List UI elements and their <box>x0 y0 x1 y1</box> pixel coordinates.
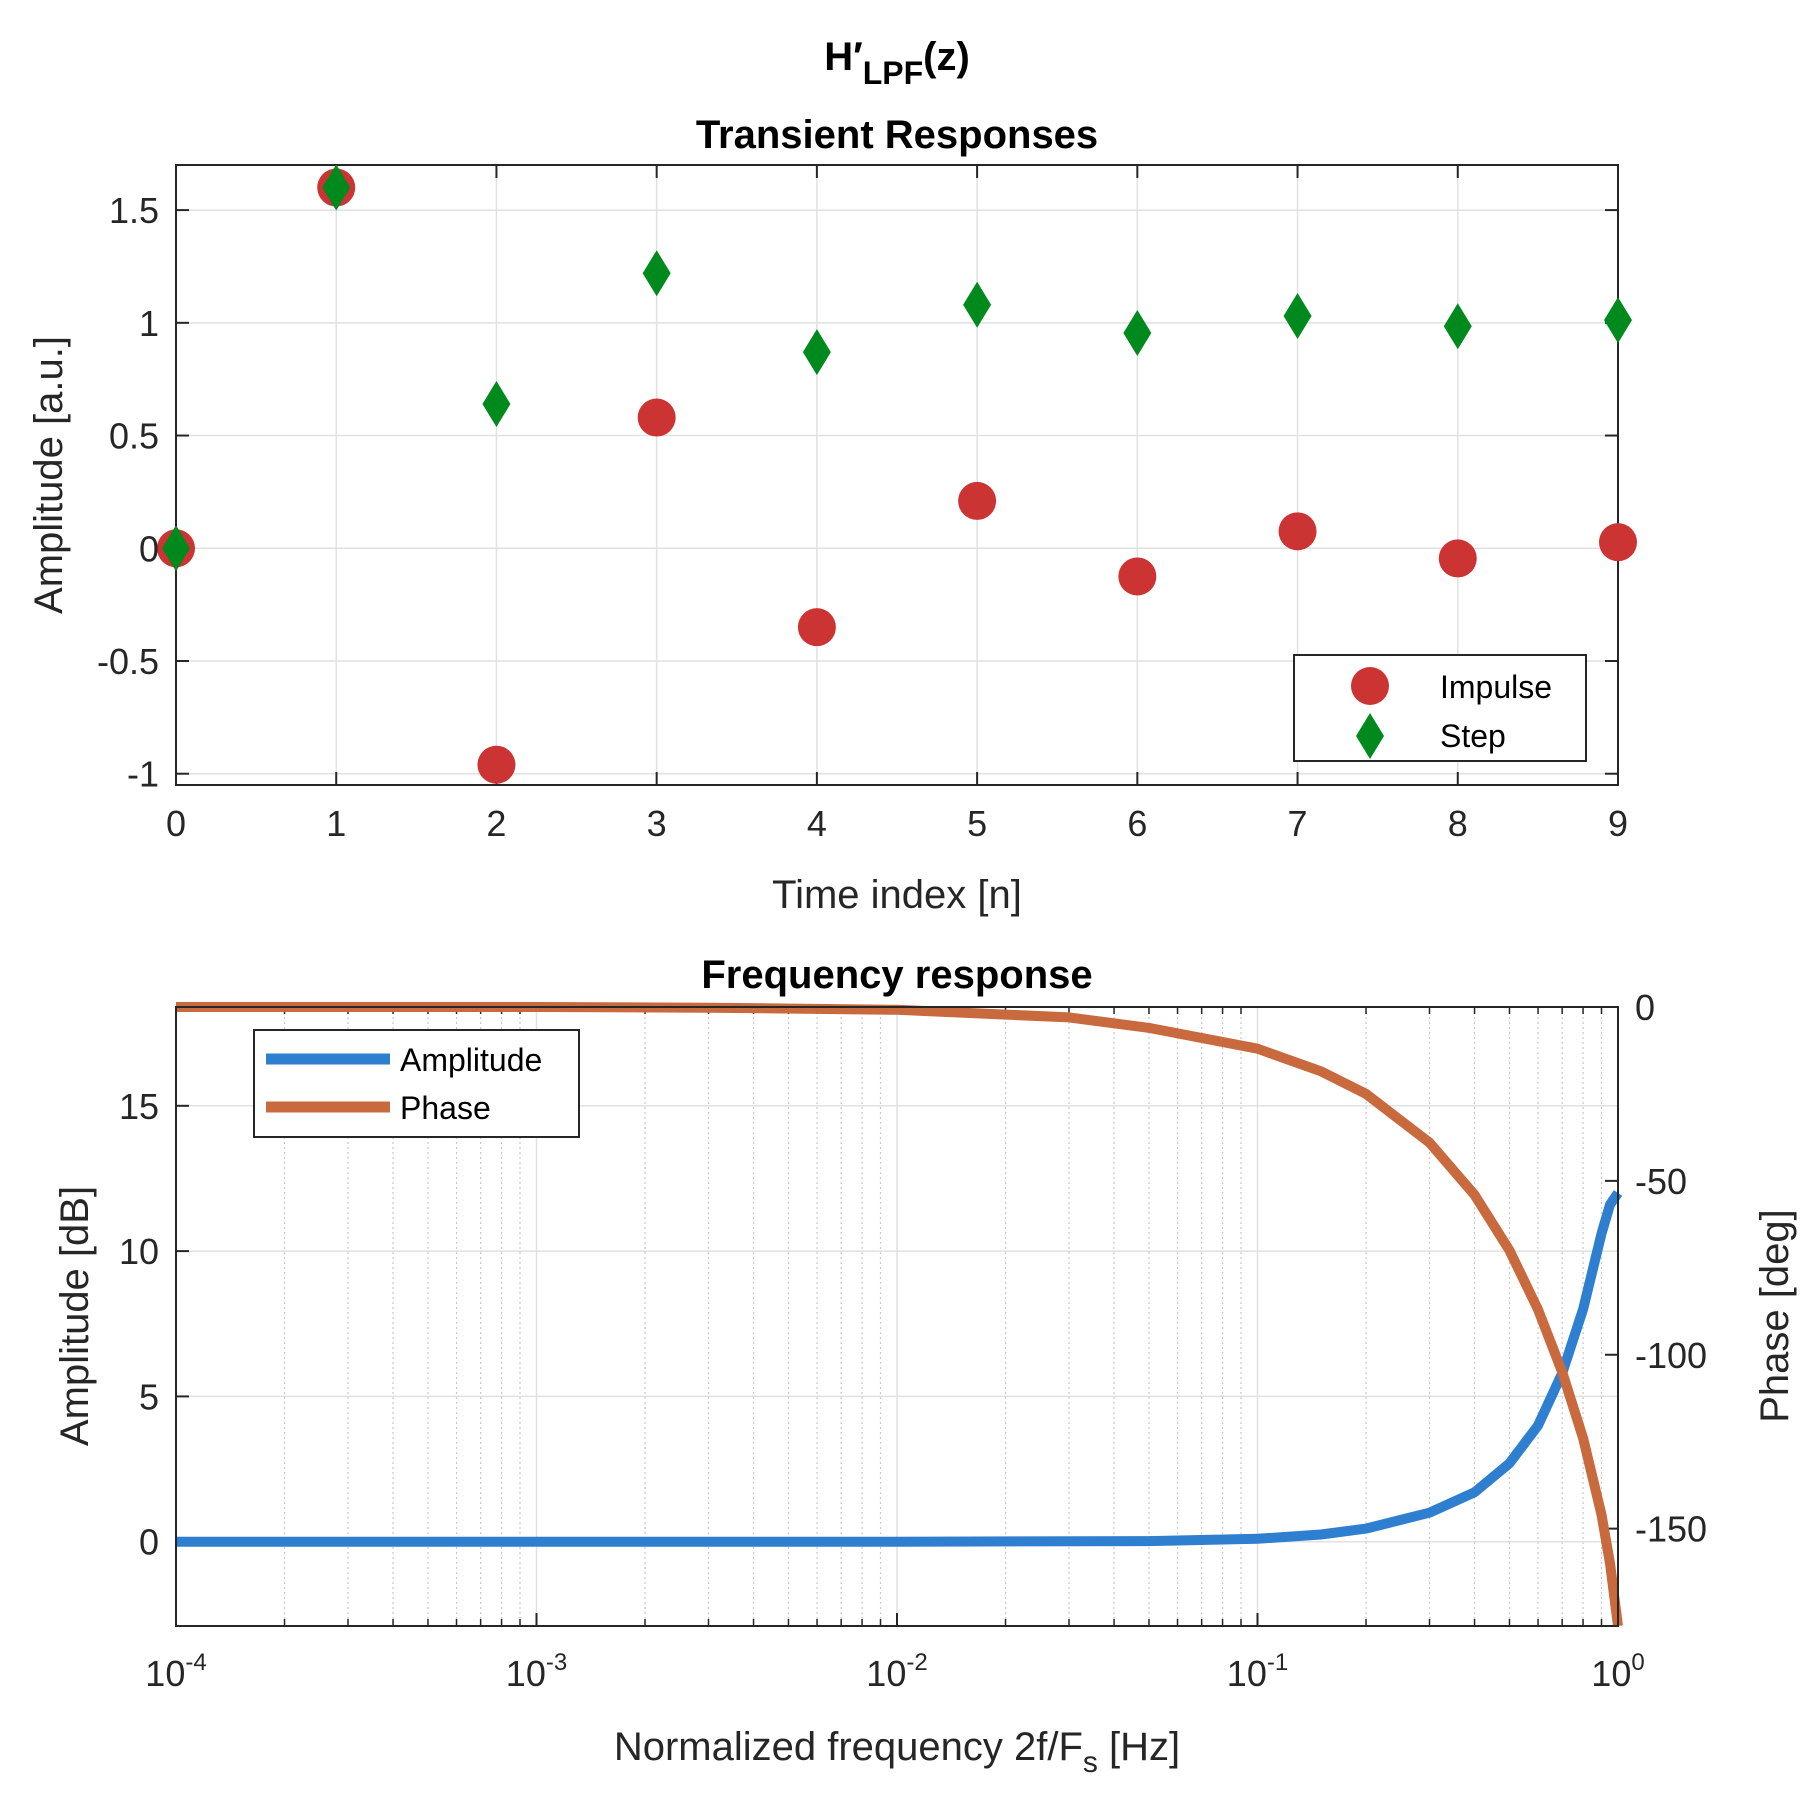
step-point <box>1123 309 1152 356</box>
transient-xlabel: Time index [n] <box>772 873 1022 917</box>
transient-legend: Impulse Step <box>1293 654 1587 762</box>
legend-step-marker <box>1356 713 1384 759</box>
frequency-ytick-label-right: -100 <box>1635 1335 1707 1376</box>
transient-xtick-label: 0 <box>166 803 186 844</box>
frequency-ytick-label-right: 0 <box>1635 987 1655 1028</box>
legend-impulse-label: Impulse <box>1440 669 1552 705</box>
impulse-point <box>1599 523 1637 562</box>
transient-xtick-label: 6 <box>1127 803 1147 844</box>
step-point <box>482 380 511 427</box>
frequency-xlabel-subscript: s <box>1083 1746 1098 1779</box>
figure-title-subscript: LPF <box>863 55 923 91</box>
frequency-xtick-label: 10-1 <box>1227 1649 1288 1694</box>
transient-ylabel: Amplitude [a.u.] <box>27 336 71 614</box>
frequency-ytick-label-left: 15 <box>119 1086 159 1127</box>
frequency-ylabel-right: Phase [deg] <box>1753 1209 1797 1423</box>
transient-ytick-label: 0.5 <box>109 416 159 457</box>
frequency-xtick-label: 100 <box>1591 1649 1644 1694</box>
impulse-point <box>797 608 836 647</box>
step-point <box>1443 303 1472 350</box>
amplitude-series-line <box>176 1190 1623 1547</box>
impulse-point <box>1278 512 1317 551</box>
frequency-panel: Frequency response 10-4 10-3 10-2 10-1 10005… <box>53 953 1797 1779</box>
step-point <box>802 329 831 376</box>
transient-xtick-label: 2 <box>486 803 506 844</box>
transient-ytick-label: 1.5 <box>109 190 159 231</box>
frequency-legend: Amplitude Phase <box>253 1029 580 1138</box>
impulse-point <box>1118 557 1157 596</box>
legend-impulse-marker <box>1351 667 1389 705</box>
transient-xtick-label: 1 <box>326 803 346 844</box>
transient-ytick-label: -1 <box>127 754 159 795</box>
legend-phase-label: Phase <box>400 1090 491 1126</box>
impulse-point <box>1438 539 1477 578</box>
frequency-xtick-label: 10-2 <box>866 1649 927 1694</box>
transient-xtick-label: 4 <box>807 803 827 844</box>
frequency-xlabel-suffix: [Hz] <box>1098 1725 1180 1769</box>
legend-step-label: Step <box>1440 718 1506 754</box>
step-point <box>642 250 671 297</box>
frequency-ytick-label-left: 0 <box>139 1522 159 1563</box>
transient-panel: Transient Responses 0 1 2 3 4 5 6 7 8 9 -1 -0.5 0 0.5… <box>27 113 1637 917</box>
transient-legend-box <box>1293 654 1587 762</box>
frequency-series-lines <box>176 1002 1623 1627</box>
figure-title-main: H′ <box>824 35 862 79</box>
figure-title: H′LPF(z) <box>824 35 970 91</box>
figure-title-suffix: (z) <box>923 35 970 79</box>
step-point <box>1283 293 1312 340</box>
frequency-ytick-label-left: 5 <box>139 1376 159 1417</box>
transient-data-marks <box>157 164 1637 784</box>
transient-grid <box>175 165 1619 785</box>
frequency-xlabel: Normalized frequency 2f/Fs [Hz] <box>614 1725 1180 1779</box>
transient-xtick-label: 9 <box>1608 803 1628 844</box>
transient-tick-labels: 0 1 2 3 4 5 6 7 8 9 -1 -0.5 0 0.5 1 1.5 <box>97 190 1628 844</box>
transient-ytick-label: 0 <box>139 528 159 569</box>
frequency-ylabel-left: Amplitude [dB] <box>53 1186 97 1446</box>
phase-series-line <box>176 1002 1623 1627</box>
frequency-axes-box <box>175 1006 1619 1627</box>
frequency-ytick-label-left: 10 <box>119 1231 159 1272</box>
frequency-tick-labels: 10-4 10-3 10-2 10-1 100 0 5 10 15 0 -50 -100 -150 <box>119 987 1707 1694</box>
step-point <box>162 525 190 572</box>
frequency-ytick-label-right: -150 <box>1635 1509 1707 1550</box>
transient-xtick-label: 7 <box>1288 803 1308 844</box>
impulse-point <box>637 398 676 437</box>
transient-ytick-label: -0.5 <box>97 641 159 682</box>
frequency-legend-box <box>253 1029 580 1138</box>
transient-xtick-label: 3 <box>647 803 667 844</box>
transient-xtick-label: 8 <box>1448 803 1468 844</box>
legend-amplitude-label: Amplitude <box>400 1042 542 1078</box>
frequency-xtick-label: 10-4 <box>145 1649 206 1694</box>
frequency-title: Frequency response <box>701 953 1092 997</box>
transient-xtick-label: 5 <box>967 803 987 844</box>
step-point <box>322 164 351 211</box>
transient-ytick-label: 1 <box>139 303 159 344</box>
transient-title: Transient Responses <box>696 113 1098 157</box>
frequency-xtick-label: 10-3 <box>506 1649 567 1694</box>
frequency-ytick-label-right: -50 <box>1635 1161 1687 1202</box>
frequency-xlabel-main: Normalized frequency 2f/F <box>614 1725 1083 1769</box>
step-point <box>963 281 992 328</box>
impulse-point <box>477 745 516 784</box>
transient-axes-box <box>175 164 1619 786</box>
step-point <box>1604 297 1632 344</box>
impulse-point <box>958 481 997 520</box>
